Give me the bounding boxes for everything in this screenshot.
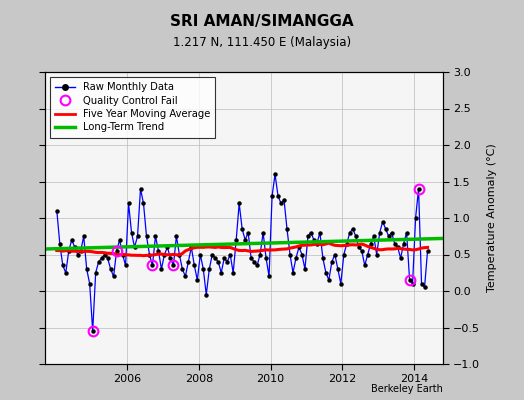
- Text: 1.217 N, 111.450 E (Malaysia): 1.217 N, 111.450 E (Malaysia): [173, 36, 351, 49]
- Text: Berkeley Earth: Berkeley Earth: [371, 384, 443, 394]
- Text: SRI AMAN/SIMANGGA: SRI AMAN/SIMANGGA: [170, 14, 354, 29]
- Legend: Raw Monthly Data, Quality Control Fail, Five Year Moving Average, Long-Term Tren: Raw Monthly Data, Quality Control Fail, …: [50, 77, 215, 138]
- Y-axis label: Temperature Anomaly (°C): Temperature Anomaly (°C): [487, 144, 497, 292]
